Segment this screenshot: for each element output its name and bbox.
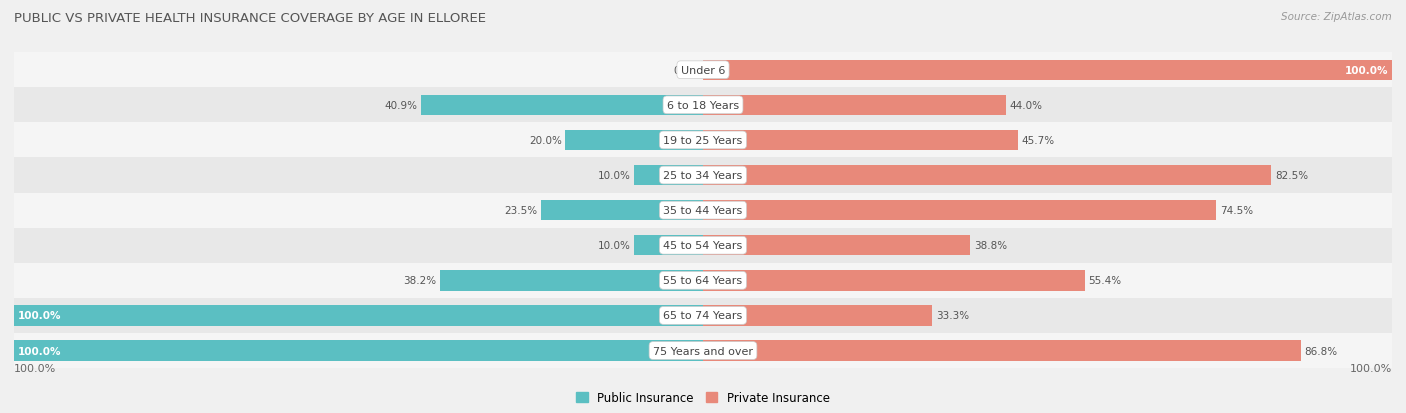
Bar [14, 53, 1392, 88]
Text: PUBLIC VS PRIVATE HEALTH INSURANCE COVERAGE BY AGE IN ELLOREE: PUBLIC VS PRIVATE HEALTH INSURANCE COVER… [14, 12, 486, 25]
Text: 33.3%: 33.3% [936, 311, 969, 320]
Bar [703, 200, 1216, 221]
Text: 86.8%: 86.8% [1305, 346, 1337, 356]
Bar [565, 131, 703, 151]
Bar [703, 271, 1084, 291]
Bar [541, 200, 703, 221]
Text: 23.5%: 23.5% [505, 206, 537, 216]
Bar [14, 158, 1392, 193]
Bar [703, 306, 932, 326]
Bar [634, 235, 703, 256]
Bar [14, 228, 1392, 263]
Bar [634, 166, 703, 186]
Text: Under 6: Under 6 [681, 66, 725, 76]
Text: 40.9%: 40.9% [385, 101, 418, 111]
Text: 6 to 18 Years: 6 to 18 Years [666, 101, 740, 111]
Text: 10.0%: 10.0% [598, 171, 631, 180]
Text: 55.4%: 55.4% [1088, 275, 1121, 286]
Bar [14, 193, 1392, 228]
Text: 74.5%: 74.5% [1219, 206, 1253, 216]
Text: 35 to 44 Years: 35 to 44 Years [664, 206, 742, 216]
Text: 55 to 64 Years: 55 to 64 Years [664, 275, 742, 286]
Bar [14, 298, 1392, 333]
Bar [14, 123, 1392, 158]
Text: Source: ZipAtlas.com: Source: ZipAtlas.com [1281, 12, 1392, 22]
Text: 20.0%: 20.0% [529, 135, 562, 146]
Text: 44.0%: 44.0% [1010, 101, 1043, 111]
Text: 38.8%: 38.8% [974, 241, 1007, 251]
Bar [703, 131, 1018, 151]
Text: 10.0%: 10.0% [598, 241, 631, 251]
Text: 19 to 25 Years: 19 to 25 Years [664, 135, 742, 146]
Bar [703, 60, 1392, 81]
Text: 100.0%: 100.0% [1346, 66, 1389, 76]
Text: 100.0%: 100.0% [1350, 363, 1392, 373]
Text: 45 to 54 Years: 45 to 54 Years [664, 241, 742, 251]
Text: 100.0%: 100.0% [14, 363, 56, 373]
Bar [14, 88, 1392, 123]
Bar [14, 263, 1392, 298]
Bar [422, 95, 703, 116]
Text: 45.7%: 45.7% [1021, 135, 1054, 146]
Text: 65 to 74 Years: 65 to 74 Years [664, 311, 742, 320]
Text: 25 to 34 Years: 25 to 34 Years [664, 171, 742, 180]
Legend: Public Insurance, Private Insurance: Public Insurance, Private Insurance [576, 392, 830, 404]
Text: 100.0%: 100.0% [17, 346, 60, 356]
Text: 0.0%: 0.0% [673, 66, 700, 76]
Bar [703, 95, 1007, 116]
Text: 75 Years and over: 75 Years and over [652, 346, 754, 356]
Bar [703, 235, 970, 256]
Bar [14, 341, 703, 361]
Bar [703, 166, 1271, 186]
Bar [14, 333, 1392, 368]
Text: 100.0%: 100.0% [17, 311, 60, 320]
Bar [14, 306, 703, 326]
Text: 82.5%: 82.5% [1275, 171, 1308, 180]
Bar [703, 341, 1301, 361]
Text: 38.2%: 38.2% [404, 275, 436, 286]
Bar [440, 271, 703, 291]
